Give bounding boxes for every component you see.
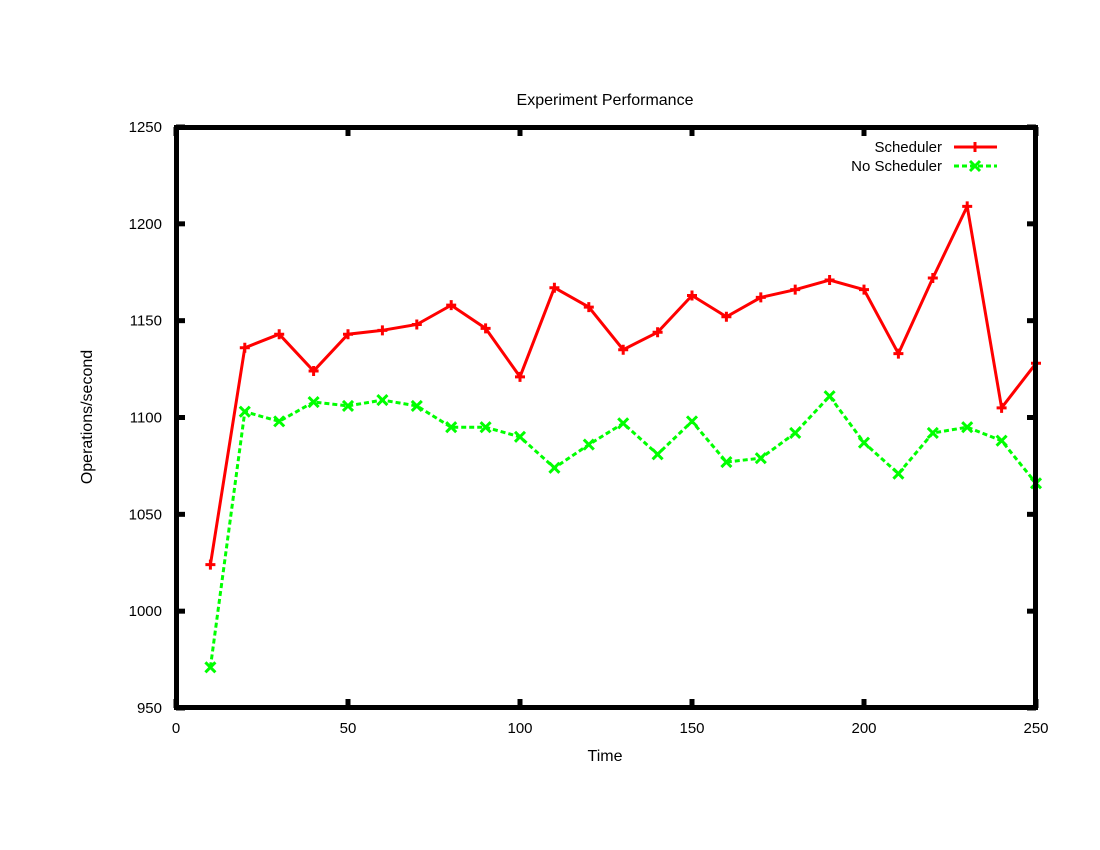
data-point	[377, 325, 388, 336]
data-point	[549, 282, 560, 293]
data-point	[274, 329, 285, 340]
series-line-no-scheduler	[208, 393, 1038, 668]
chart-title: Experiment Performance	[517, 92, 694, 109]
data-point	[755, 292, 766, 303]
data-point	[685, 415, 699, 428]
data-point	[961, 421, 974, 434]
data-point	[343, 329, 353, 340]
data-point	[273, 415, 286, 428]
x-tick-label: 100	[507, 720, 532, 737]
data-point	[238, 405, 251, 418]
y-tick-label: 1150	[130, 313, 162, 330]
data-point	[341, 399, 355, 412]
plot-frame	[174, 125, 1038, 710]
data-point	[480, 323, 491, 334]
x-axis-label: Time	[588, 748, 623, 765]
data-point	[582, 438, 595, 451]
data-point	[411, 319, 422, 330]
legend-marker	[970, 142, 980, 152]
data-point	[857, 436, 871, 449]
data-point	[376, 394, 389, 407]
data-point	[446, 300, 457, 311]
data-point	[548, 461, 561, 474]
data-point	[721, 311, 732, 322]
y-tick-label: 1200	[129, 216, 162, 233]
x-tick-label: 50	[340, 720, 357, 737]
plot-series	[204, 201, 1043, 674]
data-point	[790, 284, 801, 295]
legend-label: No Scheduler	[851, 158, 942, 175]
data-point	[720, 455, 733, 469]
data-point	[892, 467, 905, 480]
data-point	[995, 434, 1008, 447]
data-point	[618, 344, 629, 355]
data-point	[652, 327, 663, 338]
data-point	[617, 417, 630, 430]
legend-marker	[968, 159, 982, 173]
y-tick-label: 950	[137, 700, 162, 717]
data-point	[754, 452, 767, 465]
ticks	[173, 124, 1039, 711]
data-point	[823, 390, 836, 403]
legend: Scheduler No Scheduler	[851, 139, 997, 175]
x-tick-label: 0	[172, 720, 180, 737]
data-point	[239, 342, 250, 353]
data-point	[479, 421, 492, 434]
y-tick-label: 1000	[129, 603, 162, 620]
x-tick-label: 200	[851, 720, 876, 737]
data-point	[926, 426, 939, 440]
y-axis-label: Operations/second	[79, 350, 96, 484]
data-point	[824, 274, 835, 285]
data-point	[308, 366, 319, 377]
data-point	[515, 371, 525, 382]
data-point	[445, 421, 458, 434]
y-tick-label: 1250	[129, 119, 162, 136]
series-line-scheduler	[208, 201, 1038, 565]
data-point	[996, 402, 1007, 413]
data-point	[893, 348, 904, 359]
data-point	[859, 284, 869, 295]
y-tick-label: 1050	[129, 506, 162, 523]
y-tick-label: 1100	[130, 410, 162, 427]
data-point	[789, 426, 802, 440]
data-point	[205, 559, 216, 570]
data-point	[583, 302, 594, 313]
data-point	[927, 273, 938, 284]
data-point	[307, 395, 320, 409]
data-point	[204, 661, 217, 674]
x-tick-label: 250	[1023, 720, 1048, 737]
data-point	[651, 448, 664, 461]
data-point	[962, 201, 973, 212]
legend-label: Scheduler	[874, 139, 942, 156]
data-point	[410, 399, 423, 412]
tick-labels: 0 50 100 150 200 250 950 1000 1050 1100 1150 1200 12…	[129, 119, 1049, 737]
x-tick-label: 150	[679, 720, 704, 737]
data-point	[687, 290, 697, 301]
data-point	[513, 430, 527, 443]
